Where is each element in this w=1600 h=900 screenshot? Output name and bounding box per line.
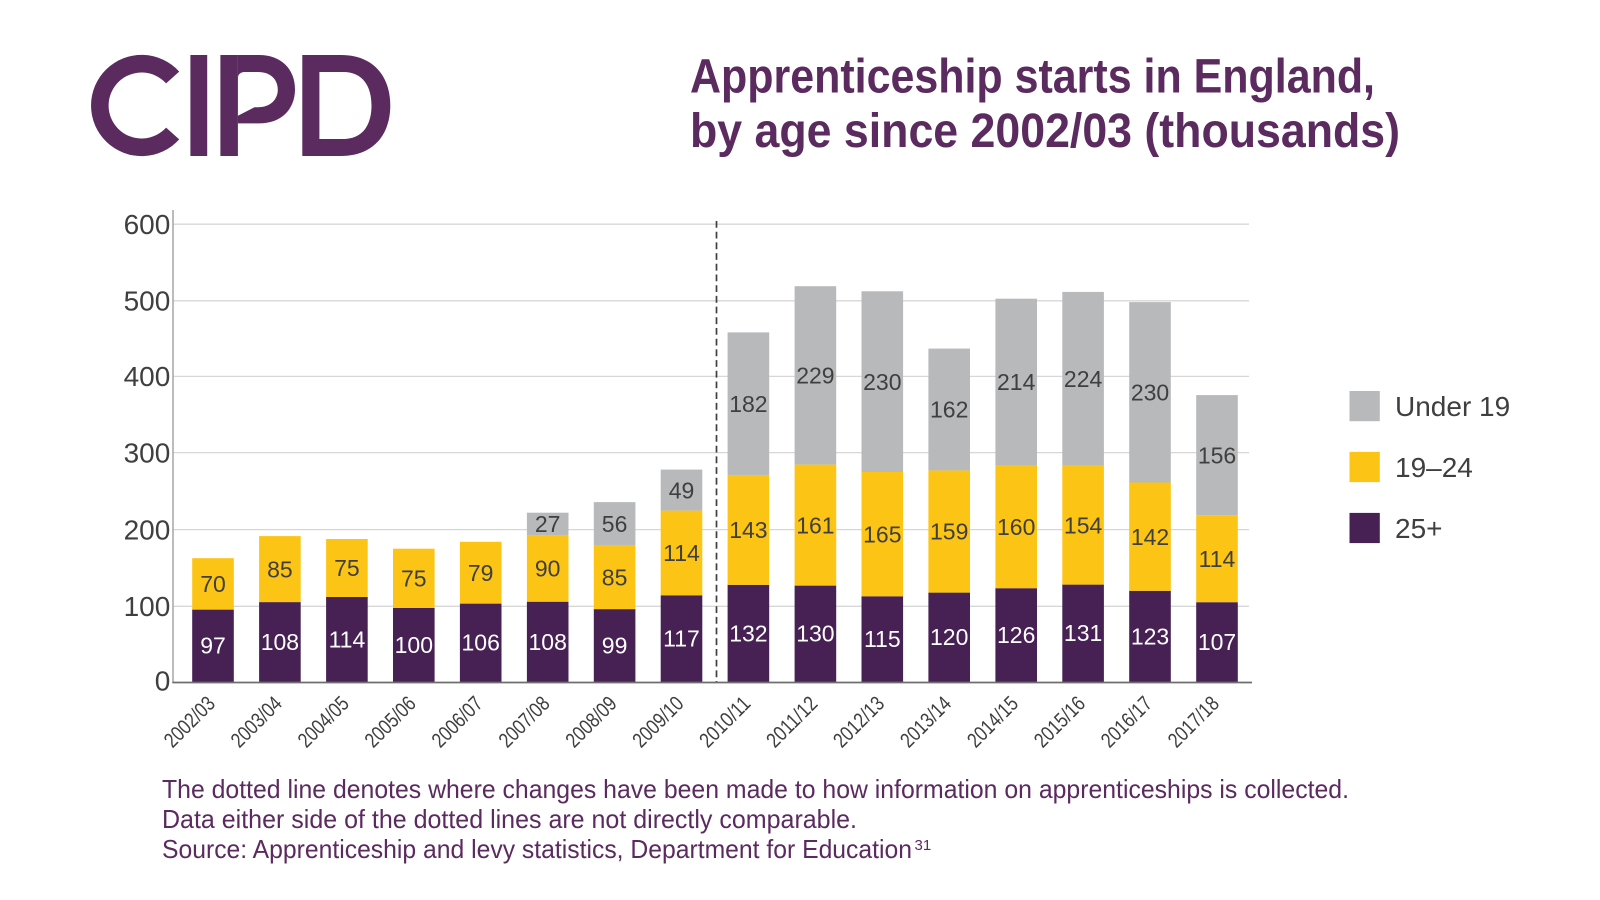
svg-text:2013/14: 2013/14 [896, 692, 956, 752]
svg-text:Data either side of the dotted: Data either side of the dotted lines are… [162, 804, 857, 834]
svg-text:162: 162 [930, 397, 968, 423]
svg-text:2006/07: 2006/07 [427, 692, 487, 752]
svg-text:120: 120 [930, 624, 968, 650]
svg-text:400: 400 [124, 361, 171, 392]
svg-text:107: 107 [1198, 629, 1236, 655]
svg-text:0: 0 [155, 665, 171, 696]
svg-text:182: 182 [729, 391, 767, 417]
svg-text:300: 300 [124, 437, 171, 468]
svg-text:600: 600 [124, 209, 171, 240]
svg-text:2015/16: 2015/16 [1030, 692, 1090, 752]
svg-text:2017/18: 2017/18 [1164, 692, 1224, 752]
svg-text:75: 75 [334, 555, 360, 581]
svg-text:2002/03: 2002/03 [160, 692, 220, 752]
svg-text:85: 85 [602, 565, 628, 591]
svg-text:142: 142 [1131, 524, 1169, 550]
svg-text:99: 99 [602, 633, 628, 659]
svg-text:106: 106 [462, 630, 500, 656]
svg-text:132: 132 [729, 620, 767, 646]
svg-text:117: 117 [663, 626, 700, 652]
svg-text:2005/06: 2005/06 [361, 692, 421, 752]
svg-text:by age since 2002/03 (thousand: by age since 2002/03 (thousands) [690, 105, 1400, 158]
svg-text:2014/15: 2014/15 [963, 692, 1023, 752]
svg-text:25+: 25+ [1395, 513, 1443, 544]
svg-text:2011/12: 2011/12 [762, 692, 822, 752]
svg-text:200: 200 [124, 514, 171, 545]
svg-text:79: 79 [468, 560, 494, 586]
svg-text:31: 31 [915, 837, 932, 854]
svg-text:114: 114 [663, 540, 700, 566]
svg-text:130: 130 [796, 621, 834, 647]
svg-text:27: 27 [535, 511, 561, 537]
svg-text:115: 115 [864, 626, 901, 652]
svg-text:229: 229 [796, 363, 834, 389]
svg-text:19–24: 19–24 [1395, 452, 1473, 483]
svg-text:The dotted line denotes where: The dotted line denotes where changes ha… [162, 774, 1349, 804]
svg-text:100: 100 [124, 591, 171, 622]
svg-text:Apprenticeship starts in Engla: Apprenticeship starts in England, [690, 51, 1375, 104]
svg-text:214: 214 [997, 369, 1036, 395]
svg-text:156: 156 [1198, 442, 1236, 468]
svg-text:2008/09: 2008/09 [561, 692, 621, 752]
svg-text:2009/10: 2009/10 [628, 692, 688, 752]
svg-text:161: 161 [796, 512, 834, 538]
svg-text:2016/17: 2016/17 [1097, 692, 1157, 752]
svg-text:143: 143 [729, 517, 767, 543]
svg-text:230: 230 [1131, 380, 1169, 406]
svg-text:230: 230 [863, 369, 901, 395]
svg-text:97: 97 [200, 633, 226, 659]
svg-text:154: 154 [1064, 512, 1103, 538]
svg-text:70: 70 [200, 571, 226, 597]
svg-text:165: 165 [863, 521, 901, 547]
svg-text:108: 108 [529, 629, 567, 655]
svg-text:Under 19: Under 19 [1395, 391, 1510, 422]
svg-text:49: 49 [669, 477, 695, 503]
svg-text:56: 56 [602, 511, 628, 537]
svg-text:2004/05: 2004/05 [294, 692, 354, 752]
svg-text:2010/11: 2010/11 [695, 692, 755, 752]
svg-text:131: 131 [1064, 620, 1102, 646]
svg-text:159: 159 [930, 519, 968, 545]
svg-text:500: 500 [124, 286, 171, 317]
svg-text:100: 100 [395, 632, 433, 658]
svg-text:114: 114 [329, 626, 366, 652]
svg-text:160: 160 [997, 514, 1035, 540]
svg-text:108: 108 [261, 629, 299, 655]
svg-text:Source: Apprenticeship and lev: Source: Apprenticeship and levy statisti… [162, 834, 912, 864]
svg-text:123: 123 [1131, 623, 1169, 649]
svg-text:126: 126 [997, 622, 1035, 648]
svg-text:2012/13: 2012/13 [829, 692, 889, 752]
svg-text:85: 85 [267, 556, 293, 582]
svg-text:224: 224 [1064, 366, 1103, 392]
svg-text:2003/04: 2003/04 [227, 692, 287, 752]
svg-text:75: 75 [401, 566, 427, 592]
svg-text:90: 90 [535, 556, 561, 582]
svg-text:2007/08: 2007/08 [494, 692, 554, 752]
svg-text:114: 114 [1199, 546, 1236, 572]
